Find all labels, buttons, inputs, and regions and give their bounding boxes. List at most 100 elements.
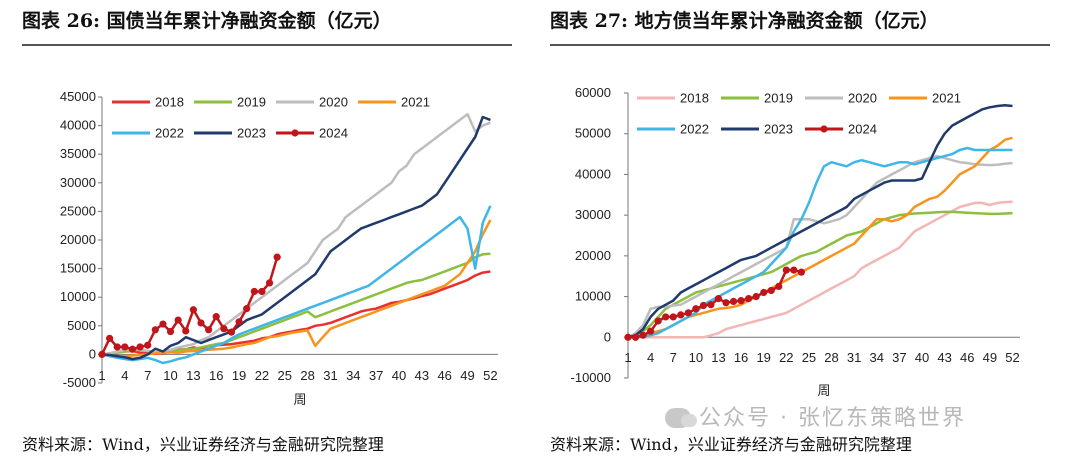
- y-tick-label: 20000: [575, 248, 611, 263]
- series-point-2024: [235, 318, 243, 326]
- y-tick-label: 0: [89, 346, 96, 361]
- series-point-2024: [220, 325, 228, 333]
- title-divider-right: [550, 44, 1050, 46]
- series-point-2024: [189, 306, 197, 314]
- x-tick-label: 34: [870, 350, 884, 365]
- y-tick-label: 60000: [575, 85, 611, 100]
- x-tick-label: 49: [460, 368, 474, 383]
- legend-marker-2024: [820, 125, 828, 133]
- x-tick-label: 7: [670, 350, 677, 365]
- chart-national-debt: -5000 0 5000 10000 15000 20000 25000 30000 35000…: [60, 89, 498, 408]
- series-point-2024: [639, 331, 647, 339]
- y-tick-label: 10000: [60, 289, 96, 304]
- legend-label-2018: 2018: [680, 91, 709, 106]
- series-point-2024: [106, 334, 114, 342]
- legend-label-2020: 2020: [319, 95, 348, 110]
- y-tick-label: 45000: [60, 89, 96, 104]
- legend-marker-2024: [291, 129, 299, 137]
- series-point-2024: [273, 253, 281, 261]
- x-tick-label: 34: [346, 368, 360, 383]
- y-tick-label: 5000: [67, 318, 96, 333]
- x-axis-label: 周: [817, 384, 830, 399]
- series-point-2024: [729, 297, 738, 306]
- series-point-2024: [760, 288, 768, 297]
- series-point-2024: [722, 299, 730, 307]
- series-point-2024: [782, 266, 790, 274]
- series-line-2024: [628, 268, 802, 339]
- series-point-2024: [752, 292, 760, 301]
- legend-label-2021: 2021: [401, 95, 430, 110]
- x-tick-label: 1: [98, 368, 105, 383]
- series-line-2022: [628, 146, 1013, 339]
- series-line-2019: [101, 252, 491, 356]
- x-tick-label: 43: [415, 368, 429, 383]
- series-point-2024: [159, 320, 167, 328]
- x-tick-label: 22: [255, 368, 269, 383]
- series-point-2024: [212, 313, 220, 321]
- series-point-2024: [775, 282, 783, 290]
- wechat-icon: [665, 408, 697, 428]
- watermark-text: 公众号 · 张忆东策略世界: [699, 406, 966, 431]
- series-line-2023: [101, 115, 491, 361]
- series-line-2020: [627, 154, 1013, 339]
- series-point-2024: [797, 268, 805, 276]
- legend-label-2024: 2024: [848, 122, 877, 137]
- x-tick-label: 16: [734, 350, 748, 365]
- x-tick-label: 19: [232, 368, 246, 383]
- series-point-2024: [98, 350, 106, 358]
- legend-label-2022: 2022: [680, 122, 709, 137]
- source-note-right: 资料来源：Wind，兴业证券经济与金融研究院整理: [550, 435, 912, 454]
- y-tick-label: 0: [604, 329, 611, 344]
- x-tick-label: 13: [186, 368, 200, 383]
- series-point-2024: [128, 345, 137, 353]
- x-tick-label: 19: [756, 350, 770, 365]
- series-point-2024: [767, 286, 775, 295]
- series-point-2024: [647, 327, 655, 335]
- series-point-2024: [631, 333, 640, 341]
- legend-label-2023: 2023: [764, 122, 793, 137]
- x-tick-label: 37: [892, 350, 906, 365]
- series-point-2024: [227, 328, 236, 336]
- y-tick-label: 40000: [575, 166, 611, 181]
- series-point-2024: [174, 316, 182, 324]
- legend-label-2018: 2018: [155, 95, 184, 110]
- series-point-2024: [205, 326, 213, 334]
- y-tick-label: 30000: [60, 175, 96, 190]
- series-point-2024: [258, 287, 266, 296]
- series-point-2024: [166, 327, 175, 336]
- y-tick-label: 20000: [60, 232, 96, 247]
- y-tick-label: 35000: [60, 146, 96, 161]
- series-point-2024: [684, 309, 692, 317]
- x-tick-label: 7: [144, 368, 151, 383]
- chart-local-debt: -10000 0 10000 20000 30000 40000 50000 60000 1 4 7…: [571, 85, 1020, 399]
- x-tick-label: 37: [369, 368, 383, 383]
- series-point-2024: [197, 319, 205, 327]
- x-tick-label: 28: [824, 350, 838, 365]
- x-tick-label: 22: [779, 350, 793, 365]
- x-tick-label: 31: [847, 350, 861, 365]
- x-tick-label: 43: [937, 350, 951, 365]
- title-divider-left: [22, 44, 512, 46]
- x-tick-label: 25: [802, 350, 816, 365]
- x-tick-label: 16: [209, 368, 223, 383]
- y-tick-label: 30000: [575, 207, 611, 222]
- series-point-2024: [265, 279, 274, 287]
- series-point-2024: [714, 295, 723, 303]
- series-point-2024: [624, 333, 632, 341]
- series-point-2024: [144, 341, 152, 349]
- y-tick-label: 50000: [575, 126, 611, 141]
- series-point-2024: [745, 295, 753, 303]
- series-point-2024: [136, 343, 144, 351]
- source-note-left: 资料来源：Wind，兴业证券经济与金融研究院整理: [22, 435, 384, 454]
- x-tick-label: 49: [983, 350, 997, 365]
- y-tick-label: -10000: [571, 370, 611, 385]
- x-tick-label: 4: [647, 350, 654, 365]
- x-tick-label: 4: [121, 368, 128, 383]
- x-tick-label: 1: [624, 350, 631, 365]
- watermark: 公众号 · 张忆东策略世界: [665, 400, 966, 432]
- x-tick-label: 40: [392, 368, 406, 383]
- y-tick-label: 40000: [60, 118, 96, 133]
- y-tick-label: 25000: [60, 203, 96, 218]
- legend-label-2022: 2022: [155, 126, 184, 141]
- series-line-2019: [627, 210, 1013, 339]
